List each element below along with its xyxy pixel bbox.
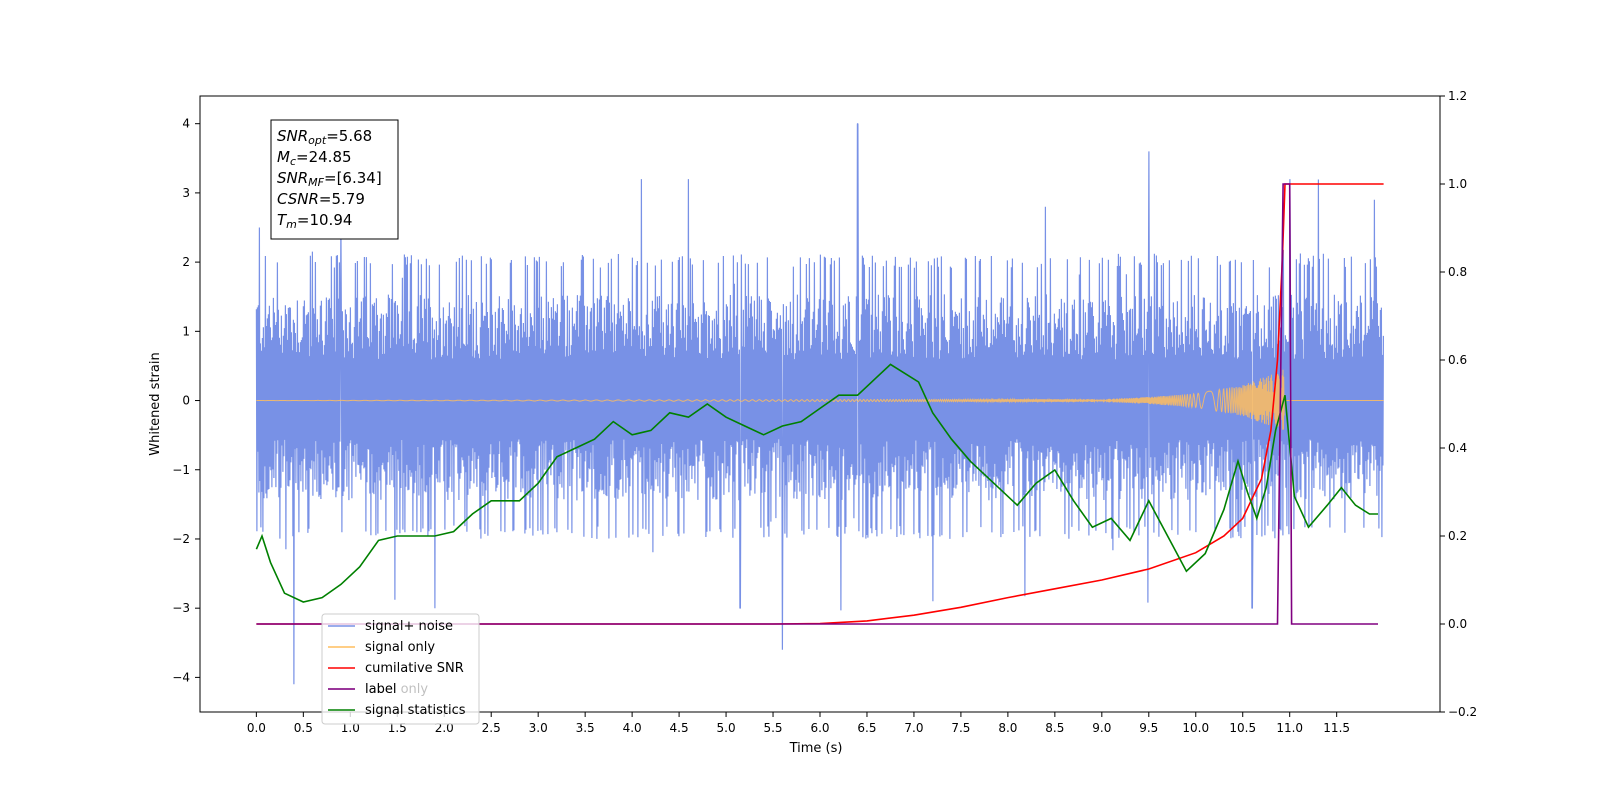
y-tick-label: −1 — [172, 463, 190, 477]
x-tick-label: 9.0 — [1092, 721, 1111, 735]
x-tick-label: 2.5 — [482, 721, 501, 735]
x-tick-label: 0.5 — [294, 721, 313, 735]
y-axis-left: 4 3 2 1 0 −1 −2 −3 −4 — [172, 117, 200, 684]
annotation-line: Tm=10.94 — [277, 211, 352, 231]
x-tick-label: 3.5 — [576, 721, 595, 735]
y-axis-label: Whitened strain — [148, 352, 163, 455]
y2-tick-label: 0.8 — [1448, 265, 1467, 279]
annotation-symbol: SNR — [277, 127, 308, 145]
x-tick-label: 8.0 — [998, 721, 1017, 735]
legend-label: label only — [365, 682, 428, 697]
series-cumulative-snr — [256, 183, 1384, 625]
y2-tick-label: 0.4 — [1448, 441, 1467, 455]
annotation-subscript: opt — [308, 134, 327, 147]
legend-label: signal only — [365, 640, 435, 655]
legend: signal+ noise signal only cumilative SNR la… — [321, 613, 480, 725]
series-signal-statistics — [255, 363, 1378, 603]
x-tick-label: 6.0 — [810, 721, 829, 735]
x-tick-label: 9.5 — [1139, 721, 1158, 735]
legend-label: label — [365, 682, 396, 697]
legend-frame — [321, 613, 480, 725]
x-tick-label: 6.5 — [857, 721, 876, 735]
x-tick-label: 11.0 — [1276, 721, 1303, 735]
x-tick-label: 10.0 — [1182, 721, 1209, 735]
annotation-symbol: T — [277, 211, 288, 229]
y-tick-label: −2 — [172, 532, 190, 546]
annotation-line: SNRopt=5.68 — [277, 127, 372, 147]
annotation-value: =[6.34] — [324, 169, 382, 187]
annotation-symbol: CSNR — [277, 190, 319, 208]
legend-item-cumulative-snr: cumilative SNR — [328, 661, 464, 676]
legend-item-label: label — [328, 682, 396, 697]
y-tick-label: 1 — [182, 324, 190, 338]
legend-item-label-only: label only — [328, 682, 428, 697]
annotation-subscript: MF — [308, 176, 324, 189]
annotation-subscript: m — [286, 218, 297, 231]
series-signal-noise — [255, 123, 1384, 685]
legend-label: signal statistics — [365, 703, 466, 718]
annotation-subscript: c — [290, 155, 296, 168]
y-tick-label: 2 — [182, 255, 190, 269]
x-tick-label: 4.5 — [670, 721, 689, 735]
series-label — [256, 183, 1378, 625]
legend-item-signal-noise: signal+ noise — [328, 619, 453, 634]
annotation-line: Mc=24.85 — [277, 148, 352, 168]
y2-tick-label: 0.2 — [1448, 529, 1467, 543]
stats-annotation-box: SNRopt=5.68Mc=24.85SNRMF=[6.34]CSNR=5.79… — [270, 119, 399, 240]
y-tick-label: 4 — [182, 117, 190, 131]
y2-tick-label: 1.2 — [1448, 89, 1467, 103]
annotation-line: SNRMF=[6.34] — [277, 169, 382, 189]
y-axis-right: 1.2 1.0 0.8 0.6 0.4 0.2 0.0 −0.2 — [1440, 89, 1477, 719]
y2-tick-label: −0.2 — [1448, 705, 1477, 719]
x-tick-label: 8.5 — [1045, 721, 1064, 735]
x-axis-label: Time (s) — [789, 741, 843, 756]
annotation-value: =24.85 — [296, 148, 352, 166]
annotation-value: =10.94 — [297, 211, 353, 229]
y-tick-label: −4 — [172, 670, 190, 684]
legend-label: signal+ noise — [365, 619, 453, 634]
plot-content — [255, 123, 1384, 685]
annotation-frame — [270, 119, 399, 240]
y2-tick-label: 0.6 — [1448, 353, 1467, 367]
legend-item-signal-statistics: signal statistics — [328, 703, 466, 718]
annotation-symbol: M — [277, 148, 290, 166]
annotation-symbol: SNR — [277, 169, 308, 187]
y-tick-label: −3 — [172, 601, 190, 615]
x-tick-label: 3.0 — [529, 721, 548, 735]
x-tick-label: 7.5 — [951, 721, 970, 735]
y2-tick-label: 1.0 — [1448, 177, 1467, 191]
y2-tick-label: 0.0 — [1448, 617, 1467, 631]
x-tick-label: 7.0 — [904, 721, 923, 735]
annotation-line: CSNR=5.79 — [277, 190, 365, 208]
annotation-value: =5.68 — [326, 127, 372, 145]
x-tick-label: 5.0 — [717, 721, 736, 735]
y-tick-label: 0 — [182, 394, 190, 408]
legend-label: cumilative SNR — [365, 661, 464, 676]
y-tick-label: 3 — [182, 186, 190, 200]
legend-item-signal-only: signal only — [328, 640, 435, 655]
annotation-value: =5.79 — [319, 190, 365, 208]
x-tick-label: 0.0 — [247, 721, 266, 735]
x-tick-label: 4.0 — [623, 721, 642, 735]
x-tick-label: 11.5 — [1323, 721, 1350, 735]
x-tick-label: 5.5 — [763, 721, 782, 735]
series-signal-only — [256, 369, 1384, 430]
x-tick-label: 10.5 — [1229, 721, 1256, 735]
